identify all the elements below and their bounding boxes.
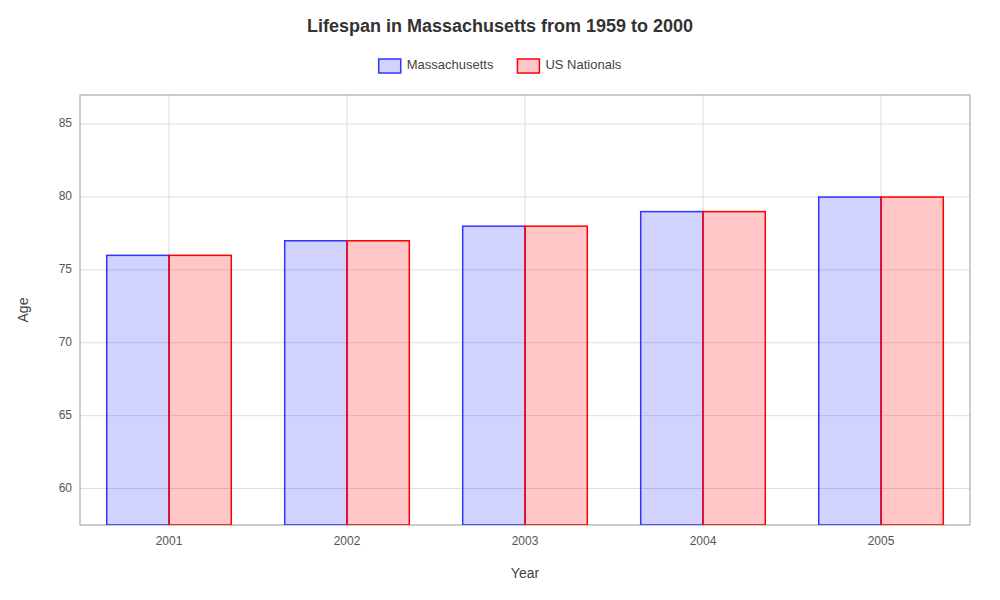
chart-container: 60 65 70 75 80 85 2001 2002 2003 2004 2005 Year Age L…	[0, 0, 1000, 600]
x-tick-label: 2001	[156, 534, 183, 548]
y-axis: 60 65 70 75 80 85	[59, 116, 73, 494]
bar	[881, 197, 943, 525]
bars	[107, 197, 944, 525]
bar	[169, 255, 231, 525]
y-tick-label: 70	[59, 335, 73, 349]
bar	[703, 212, 765, 525]
bar	[463, 226, 525, 525]
bar	[347, 241, 409, 525]
legend-label: Massachusetts	[407, 57, 494, 72]
bar	[107, 255, 169, 525]
legend-swatch	[379, 59, 401, 73]
chart-title: Lifespan in Massachusetts from 1959 to 2…	[307, 16, 693, 36]
y-tick-label: 75	[59, 262, 73, 276]
x-tick-label: 2003	[512, 534, 539, 548]
grid	[80, 95, 970, 525]
legend: Massachusetts US Nationals	[379, 57, 622, 73]
bar	[525, 226, 587, 525]
x-tick-label: 2004	[690, 534, 717, 548]
chart-svg: 60 65 70 75 80 85 2001 2002 2003 2004 2005 Year Age L…	[0, 0, 1000, 600]
bar	[641, 212, 703, 525]
y-tick-label: 60	[59, 481, 73, 495]
x-axis: 2001 2002 2003 2004 2005	[156, 534, 895, 548]
y-tick-label: 85	[59, 116, 73, 130]
legend-swatch	[517, 59, 539, 73]
bar	[285, 241, 347, 525]
y-tick-label: 80	[59, 189, 73, 203]
x-tick-label: 2002	[334, 534, 361, 548]
y-tick-label: 65	[59, 408, 73, 422]
legend-item: US Nationals	[517, 57, 621, 73]
legend-label: US Nationals	[545, 57, 621, 72]
legend-item: Massachusetts	[379, 57, 494, 73]
bar	[819, 197, 881, 525]
plot-frame	[80, 95, 970, 525]
x-tick-label: 2005	[868, 534, 895, 548]
y-axis-label: Age	[15, 297, 31, 322]
x-axis-label: Year	[511, 565, 540, 581]
